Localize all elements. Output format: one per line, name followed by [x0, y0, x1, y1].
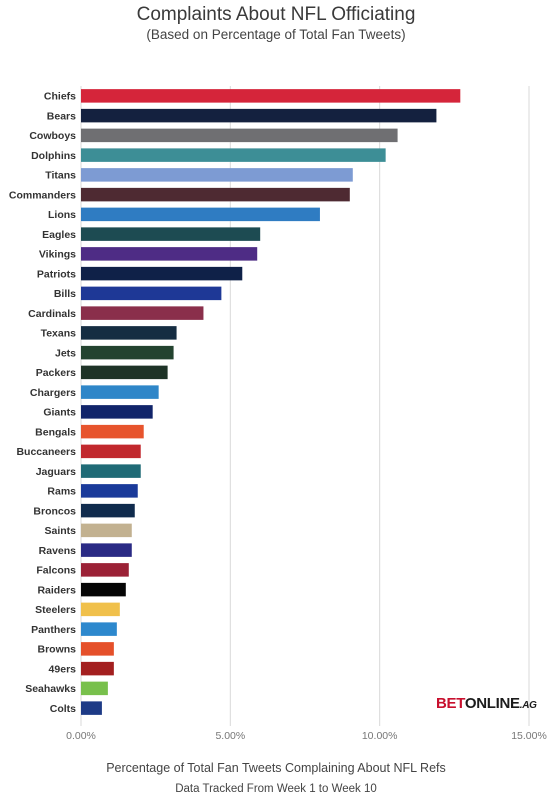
category-label: Broncos	[33, 505, 76, 517]
category-label: Steelers	[35, 604, 76, 616]
category-label: Buccaneers	[16, 446, 76, 458]
bar	[81, 642, 114, 656]
bar	[81, 602, 120, 617]
bar	[81, 148, 386, 162]
bar	[81, 405, 153, 419]
category-label: Ravens	[39, 545, 77, 557]
bar	[81, 168, 353, 182]
bar	[81, 247, 258, 261]
category-label: Dolphins	[31, 150, 76, 162]
category-label: Bears	[47, 110, 76, 122]
category-label: Giants	[43, 407, 76, 419]
category-label: Browns	[37, 644, 76, 656]
bar	[81, 523, 132, 538]
category-label: Rams	[47, 486, 76, 498]
bar	[81, 286, 222, 301]
bar	[81, 266, 243, 281]
bar	[81, 543, 132, 557]
category-label: Titans	[45, 170, 76, 182]
category-label: Jets	[55, 347, 76, 359]
category-label: Chiefs	[44, 91, 76, 103]
category-label: Vikings	[39, 249, 76, 261]
category-label: Panthers	[31, 624, 76, 636]
bar	[81, 385, 159, 399]
brand-logo-part3: .AG	[519, 700, 537, 711]
category-label: Falcons	[36, 565, 76, 577]
bar	[81, 681, 108, 696]
bar	[81, 661, 114, 676]
bar	[81, 207, 320, 222]
category-label: Cowboys	[29, 130, 76, 142]
category-label: Cardinals	[28, 308, 76, 320]
chart-subtitle: (Based on Percentage of Total Fan Tweets…	[146, 27, 406, 42]
brand-logo-part2: ONLINE	[464, 695, 520, 712]
bar	[81, 424, 144, 439]
bar	[81, 187, 350, 202]
chart-title: Complaints About NFL Officiating	[136, 4, 416, 25]
category-label: Lions	[48, 209, 76, 221]
bar	[81, 128, 398, 143]
category-label: Chargers	[30, 387, 76, 399]
category-label: Eagles	[42, 229, 76, 241]
x-tick-label: 5.00%	[215, 730, 245, 742]
category-label: Patriots	[37, 268, 76, 280]
x-tick-label: 0.00%	[66, 730, 96, 742]
bar	[81, 444, 141, 459]
category-label: Saints	[44, 525, 76, 537]
category-label: Packers	[36, 367, 76, 379]
category-label: Texans	[41, 328, 77, 340]
bar	[81, 89, 461, 103]
bar	[81, 701, 102, 715]
brand-logo: BETONLINE.AG	[436, 695, 537, 712]
bar	[81, 484, 138, 498]
bar	[81, 464, 141, 478]
bar	[81, 306, 204, 320]
bar	[81, 326, 177, 340]
category-label: Bills	[54, 288, 76, 300]
bar	[81, 227, 261, 241]
bar	[81, 563, 129, 577]
category-label: 49ers	[49, 663, 77, 675]
bar	[81, 622, 117, 636]
bar	[81, 108, 437, 123]
brand-logo-part1: BET	[436, 695, 465, 712]
category-label: Raiders	[37, 584, 76, 596]
category-label: Bengals	[35, 426, 76, 438]
x-axis-label: Percentage of Total Fan Tweets Complaini…	[106, 761, 446, 775]
category-label: Commanders	[9, 189, 76, 201]
bar	[81, 503, 135, 518]
bar	[81, 582, 126, 597]
data-range-note: Data Tracked From Week 1 to Week 10	[175, 783, 377, 795]
bar	[81, 345, 174, 360]
x-tick-label: 10.00%	[362, 730, 398, 742]
x-tick-label: 15.00%	[511, 730, 547, 742]
bar	[81, 365, 168, 380]
category-label: Jaguars	[36, 466, 76, 478]
category-label: Colts	[50, 703, 76, 715]
category-label: Seahawks	[25, 683, 76, 695]
